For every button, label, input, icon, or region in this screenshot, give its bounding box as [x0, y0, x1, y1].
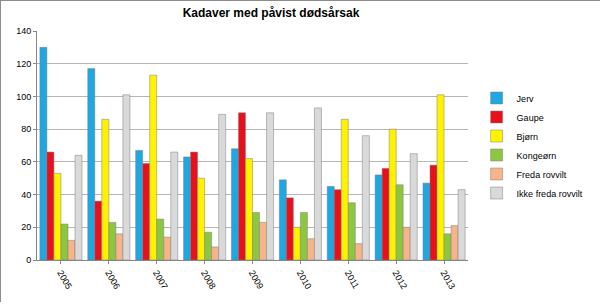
svg-text:Freda rovvilt: Freda rovvilt: [517, 170, 567, 180]
svg-text:2009: 2009: [247, 269, 266, 291]
svg-text:2011: 2011: [343, 269, 361, 291]
svg-text:Jerv: Jerv: [517, 94, 535, 104]
svg-text:2006: 2006: [103, 269, 122, 291]
svg-text:120: 120: [16, 59, 31, 69]
svg-text:0: 0: [26, 255, 31, 265]
svg-text:2005: 2005: [55, 269, 74, 291]
svg-text:100: 100: [16, 92, 31, 102]
svg-text:80: 80: [21, 124, 31, 134]
svg-text:2012: 2012: [391, 269, 410, 291]
svg-text:20: 20: [21, 222, 31, 232]
svg-text:140: 140: [16, 26, 31, 36]
svg-text:40: 40: [21, 190, 31, 200]
svg-text:Bjørn: Bjørn: [517, 132, 539, 142]
svg-text:Ikke freda rovvilt: Ikke freda rovvilt: [517, 189, 583, 199]
svg-text:Kadaver med påvist dødsårsak: Kadaver med påvist dødsårsak: [183, 6, 360, 20]
svg-text:2013: 2013: [438, 269, 457, 291]
svg-text:Gaupe: Gaupe: [517, 113, 544, 123]
svg-text:2008: 2008: [199, 269, 218, 291]
svg-text:2010: 2010: [295, 269, 314, 291]
svg-text:2007: 2007: [151, 269, 170, 291]
svg-text:60: 60: [21, 157, 31, 167]
svg-text:Kongeørn: Kongeørn: [517, 151, 557, 161]
